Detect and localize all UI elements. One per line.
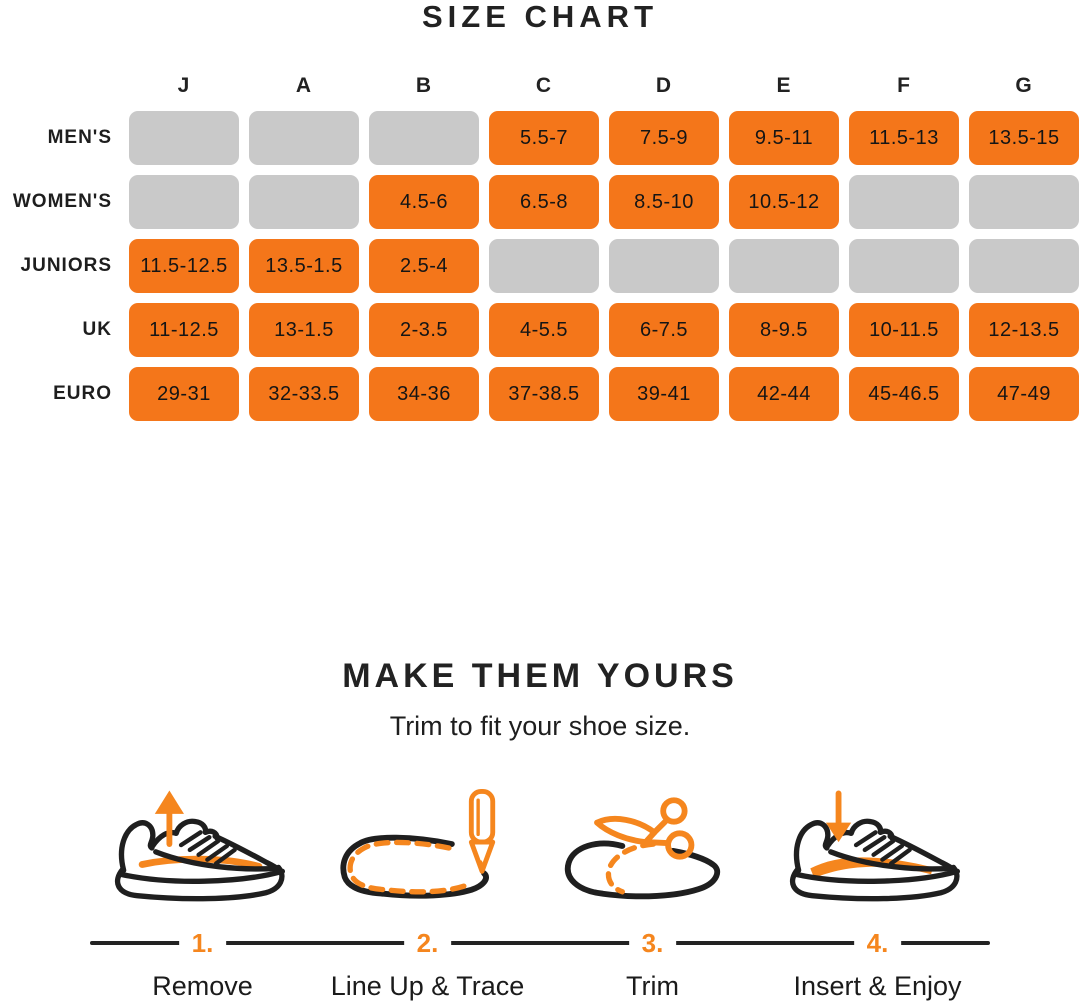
column-header-j: J [177, 74, 191, 97]
size-chart-table: J A B C D E F G MEN'S 5.5-7 7.5-9 9.5-11… [1, 69, 1079, 421]
size-cell: 4-5.5 [489, 303, 599, 357]
size-cell: 9.5-11 [729, 111, 839, 165]
column-header-d: D [655, 74, 673, 97]
size-cell: 8-9.5 [729, 303, 839, 357]
row-label-mens: MEN'S [47, 127, 112, 148]
size-cell: 32-33.5 [249, 367, 359, 421]
column-header-e: E [776, 74, 792, 97]
size-cell [969, 239, 1079, 293]
size-cell: 45-46.5 [849, 367, 959, 421]
size-cell: 11-12.5 [129, 303, 239, 357]
step-3-icon-wrap [540, 782, 765, 910]
step-divider-line: 1. 2. 3. 4. [90, 926, 990, 962]
size-cell: 5.5-7 [489, 111, 599, 165]
size-cell [249, 111, 359, 165]
size-cell [129, 175, 239, 229]
step-1-number: 1. [178, 928, 227, 959]
size-cell: 10-11.5 [849, 303, 959, 357]
column-header-a: A [295, 74, 313, 97]
instruction-icons-row [90, 782, 990, 910]
size-cell [969, 175, 1079, 229]
size-cell: 4.5-6 [369, 175, 479, 229]
table-corner-spacer [1, 69, 119, 101]
make-them-yours-title: MAKE THEM YOURS [342, 657, 738, 695]
size-cell: 2-3.5 [369, 303, 479, 357]
trim-to-fit-subtitle: Trim to fit your shoe size. [389, 711, 691, 741]
size-cell: 29-31 [129, 367, 239, 421]
row-label-womens: WOMEN'S [12, 191, 112, 212]
size-cell: 11.5-12.5 [129, 239, 239, 293]
size-cell: 39-41 [609, 367, 719, 421]
step-4-number: 4. [853, 928, 902, 959]
step-4-icon-wrap [765, 782, 990, 910]
row-label-juniors: JUNIORS [20, 255, 112, 276]
size-cell [369, 111, 479, 165]
size-cell: 47-49 [969, 367, 1079, 421]
sneaker-insert-arrow-down-icon [789, 790, 961, 902]
size-cell [489, 239, 599, 293]
step-captions-row: Remove Line Up & Trace Trim Insert & Enj… [90, 971, 990, 1002]
size-cell: 8.5-10 [609, 175, 719, 229]
size-cell: 6.5-8 [489, 175, 599, 229]
size-cell [609, 239, 719, 293]
insole-scissors-icon [564, 797, 721, 900]
size-cell [129, 111, 239, 165]
size-chart-title: SIZE CHART [422, 0, 658, 34]
step-2-number: 2. [403, 928, 452, 959]
step-2-caption: Line Up & Trace [330, 971, 525, 1001]
size-cell: 13.5-1.5 [249, 239, 359, 293]
size-cell: 34-36 [369, 367, 479, 421]
step-2-icon-wrap [315, 782, 540, 910]
step-4-caption: Insert & Enjoy [793, 971, 962, 1001]
size-cell [729, 239, 839, 293]
step-1-icon-wrap [90, 782, 315, 910]
size-cell [849, 239, 959, 293]
size-cell: 12-13.5 [969, 303, 1079, 357]
size-cell: 13-1.5 [249, 303, 359, 357]
row-label-euro: EURO [53, 383, 112, 404]
size-cell: 10.5-12 [729, 175, 839, 229]
size-cell [849, 175, 959, 229]
column-header-f: F [897, 74, 911, 97]
size-cell: 37-38.5 [489, 367, 599, 421]
step-3-caption: Trim [626, 971, 679, 1001]
size-cell: 42-44 [729, 367, 839, 421]
column-header-g: G [1015, 74, 1033, 97]
column-header-c: C [535, 74, 553, 97]
size-cell: 7.5-9 [609, 111, 719, 165]
size-cell: 6-7.5 [609, 303, 719, 357]
step-3-number: 3. [628, 928, 677, 959]
insole-pencil-trace-icon [340, 789, 496, 899]
size-cell: 11.5-13 [849, 111, 959, 165]
size-cell: 13.5-15 [969, 111, 1079, 165]
size-cell: 2.5-4 [369, 239, 479, 293]
column-header-b: B [415, 74, 433, 97]
row-label-uk: UK [82, 319, 112, 340]
sneaker-remove-arrow-up-icon [114, 790, 286, 902]
step-1-caption: Remove [152, 971, 253, 1001]
size-cell [249, 175, 359, 229]
